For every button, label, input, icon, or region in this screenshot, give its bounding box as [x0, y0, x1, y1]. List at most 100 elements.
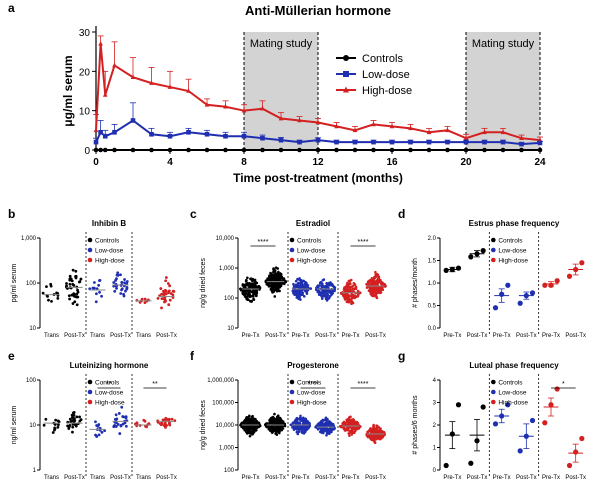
y-tick-label: 10,000: [216, 236, 235, 242]
group-controls: [66, 411, 83, 434]
data-point: [376, 280, 379, 284]
data-point: [299, 419, 303, 422]
data-point: [269, 275, 272, 278]
data-point: [295, 428, 299, 431]
data-point: [327, 297, 331, 300]
data-point: [375, 437, 378, 441]
data-point: [242, 283, 245, 287]
x-tick-label: Post-Tx: [156, 333, 177, 339]
data-point: [124, 416, 128, 420]
x-tick-label: Pre-Tx: [292, 333, 310, 339]
data-point: [300, 292, 304, 296]
data-point: [315, 119, 321, 125]
data-point: [269, 428, 273, 432]
data-point: [96, 424, 100, 428]
chart-a: Anti-Müllerian hormone Mating study Mating…: [61, 3, 546, 185]
data-point: [328, 290, 332, 294]
legend-label-high: High-dose: [95, 400, 125, 407]
y-tick-label: 1,000: [21, 236, 37, 242]
data-point: [269, 287, 273, 291]
x-tick-label: 16: [386, 157, 398, 168]
data-point: [248, 429, 251, 433]
data-point: [293, 419, 297, 423]
y-tick-label: 1,000: [219, 446, 235, 452]
data-point: [347, 426, 351, 429]
data-point: [380, 430, 384, 433]
data-point: [88, 287, 92, 291]
data-point: [537, 147, 543, 153]
data-point: [351, 419, 355, 423]
chart-e-title: Luteinizing hormone: [70, 361, 149, 370]
data-point: [251, 295, 255, 298]
data-point: [119, 273, 122, 277]
legend-label-high: High-dose: [95, 258, 125, 265]
data-point: [255, 289, 258, 292]
data-point: [123, 278, 126, 281]
data-point: [519, 141, 524, 147]
legend-marker-low: [491, 247, 496, 253]
group-low: [517, 417, 536, 454]
y-tick-label: 3: [433, 401, 437, 407]
legend-marker-controls: [87, 237, 93, 243]
data-point: [91, 286, 95, 290]
data-point: [275, 278, 279, 282]
data-point: [293, 293, 296, 296]
legend-marker-high: [87, 257, 93, 263]
data-point: [164, 292, 168, 296]
data-point: [103, 429, 107, 433]
data-point: [343, 285, 347, 289]
significance-label: ****: [358, 381, 369, 388]
data-point: [162, 291, 166, 295]
data-point: [272, 277, 276, 281]
data-point: [247, 298, 250, 302]
x-tick-label: Post-Tx: [516, 475, 537, 481]
data-point: [315, 424, 318, 428]
group-controls: [443, 265, 462, 273]
data-point: [102, 92, 108, 97]
data-point: [98, 279, 101, 282]
data-point: [246, 276, 249, 280]
data-point: [350, 432, 353, 435]
x-tick-label: Post-Tx: [315, 333, 336, 339]
data-point: [268, 420, 272, 424]
data-point: [71, 268, 75, 272]
data-point: [168, 422, 171, 426]
data-point: [78, 415, 81, 419]
data-point: [322, 294, 326, 298]
group-high: [566, 435, 585, 469]
data-point: [78, 419, 82, 423]
data-point: [71, 283, 75, 286]
data-point: [325, 283, 329, 287]
legend-marker-low: [87, 389, 93, 395]
group-controls: [239, 276, 262, 303]
data-point: [345, 300, 349, 304]
data-point: [247, 416, 250, 419]
data-point: [245, 283, 249, 287]
legend-marker-low: [87, 247, 93, 253]
data-point: [244, 280, 248, 283]
data-point: [372, 425, 375, 428]
data-point: [365, 282, 368, 286]
data-point: [73, 419, 77, 423]
data-point: [492, 421, 499, 427]
x-tick-label: Post-Tx: [110, 475, 131, 481]
x-tick-label: Post-Tx: [64, 475, 85, 481]
data-point: [149, 131, 154, 137]
data-point: [377, 276, 381, 280]
x-tick-label: 24: [534, 157, 546, 168]
group-low: [112, 405, 129, 435]
data-point: [365, 286, 369, 289]
legend-label-high: High-dose: [498, 400, 528, 407]
data-point: [74, 275, 77, 278]
data-point: [248, 434, 252, 438]
data-point: [65, 284, 68, 288]
legend-marker-controls: [491, 237, 496, 243]
data-point: [125, 280, 129, 283]
data-point: [273, 295, 277, 298]
data-point: [278, 276, 281, 279]
data-point: [324, 416, 328, 420]
legend-label-controls: Controls: [297, 238, 322, 245]
significance-label: **: [152, 381, 158, 388]
data-point: [67, 294, 71, 298]
